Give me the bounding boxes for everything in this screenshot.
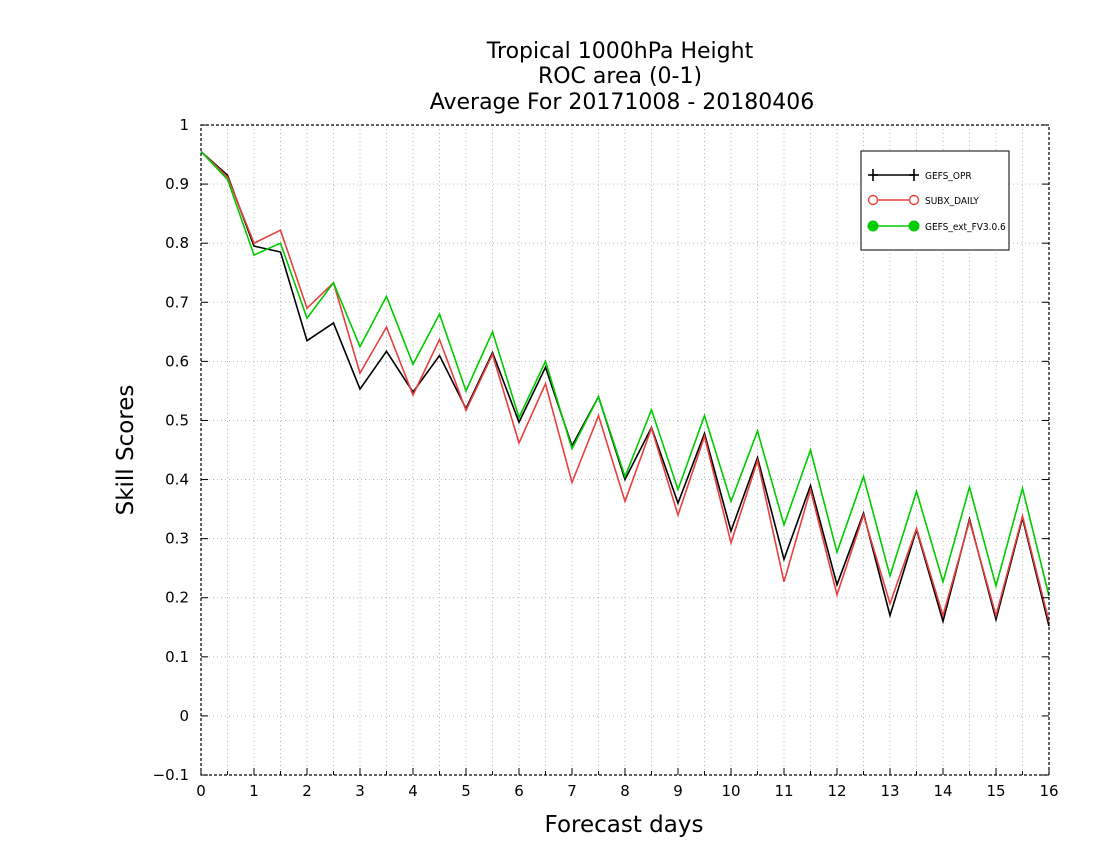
x-tick-label: 7	[567, 782, 577, 800]
legend-label: SUBX_DAILY	[925, 196, 979, 207]
x-tick-label: 5	[461, 782, 471, 800]
x-tick-label: 15	[986, 782, 1005, 800]
y-tick-label: 1	[179, 116, 189, 134]
legend: GEFS_OPR SUBX_DAILY GEFS_ext_FV3.0.6	[860, 150, 1010, 251]
y-tick-label: 0.4	[165, 471, 189, 489]
x-tick-label: 1	[249, 782, 259, 800]
series-line-gefs-opr	[200, 151, 1050, 627]
y-tick-label: 0.3	[165, 530, 189, 548]
series-line-subx-daily	[200, 151, 1050, 622]
legend-marker-dot	[867, 220, 879, 232]
legend-marker-dot	[908, 220, 920, 232]
legend-label: GEFS_OPR	[925, 171, 972, 182]
legend-item: GEFS_OPR	[868, 169, 972, 182]
y-tick-label: 0.5	[165, 411, 189, 429]
x-tick-label: 0	[196, 782, 206, 800]
legend-item: SUBX_DAILY	[867, 194, 979, 207]
y-tick-label: 0.7	[165, 293, 189, 311]
x-tick-label: 14	[933, 782, 952, 800]
x-tick-label: 9	[673, 782, 683, 800]
x-tick-label: 2	[302, 782, 312, 800]
legend-marker-circle	[908, 194, 920, 206]
y-tick-label: 0	[179, 707, 189, 725]
y-axis-title: Skill Scores	[113, 385, 139, 516]
x-tick-label: 4	[408, 782, 418, 800]
tick-layer: 0 1 2 3 4 5 6 7 8 9 10 11 12 13 14 15 16−0.100.10.20.30.…	[153, 116, 1059, 800]
x-tick-label: 8	[620, 782, 630, 800]
y-tick-label: 0.9	[165, 175, 189, 193]
x-tick-label: 11	[774, 782, 793, 800]
x-tick-label: 16	[1039, 782, 1058, 800]
legend-label: GEFS_ext_FV3.0.6	[925, 222, 1006, 233]
legend-item: GEFS_ext_FV3.0.6	[867, 220, 1006, 233]
chart-title: Tropical 1000hPa Height ROC area (0-1) A…	[430, 39, 815, 115]
x-tick-label: 3	[355, 782, 365, 800]
legend-marker-circle	[867, 194, 879, 206]
series-line-gefs-ext-fv3-0-6	[200, 151, 1050, 597]
y-tick-label: 0.2	[165, 589, 189, 607]
x-tick-label: 12	[827, 782, 846, 800]
y-tick-label: 0.1	[165, 648, 189, 666]
x-tick-label: 13	[880, 782, 899, 800]
title-line-2: ROC area (0-1)	[538, 64, 702, 89]
y-tick-label: 0.6	[165, 352, 189, 370]
y-tick-label: 0.8	[165, 234, 189, 252]
title-line-3: Average For 20171008 - 20180406	[430, 90, 815, 115]
x-tick-label: 10	[721, 782, 740, 800]
y-tick-label: −0.1	[153, 766, 189, 784]
x-tick-label: 6	[514, 782, 524, 800]
series-layer	[200, 151, 1050, 627]
title-line-1: Tropical 1000hPa Height	[486, 39, 754, 64]
x-axis-title: Forecast days	[545, 812, 704, 838]
